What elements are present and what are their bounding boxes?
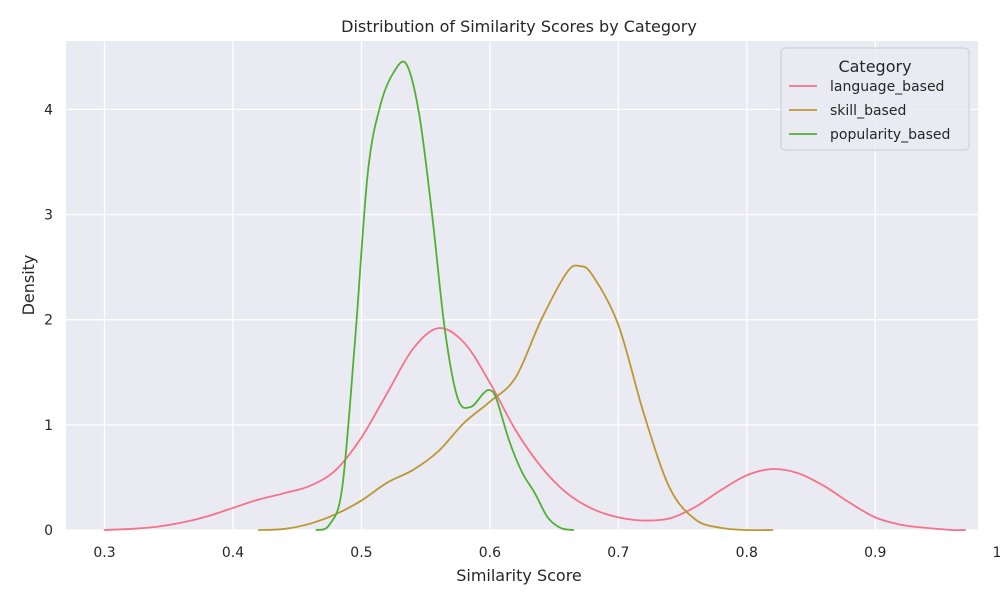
legend: Category language_based skill_basedpopula… [780,47,970,151]
legend-title: Category [838,57,911,76]
y-tick-label: 1 [44,418,53,434]
x-tick-label: 0.7 [607,545,629,561]
legend-label-language-based: language_based [830,79,944,95]
x-tick-label: 0.5 [350,545,372,561]
x-tick-label: 0.4 [222,545,244,561]
series-line-skill-based [257,264,774,532]
legend-items: language_based skill_based popularity_base… [789,79,950,143]
y-axis-title: Density [19,255,38,316]
series-line-popularity-based [315,60,575,531]
y-tick-label: 0 [44,523,53,539]
x-axis-title: Similarity Score [456,566,582,585]
legend-label-popularity-based: popularity_based [830,127,950,143]
grid-lines [66,41,978,531]
series-lines [103,60,967,532]
series-line-language-based [103,327,967,532]
legend-label-skill-based: skill_based [830,103,906,119]
x-tick-label: 1.0 [993,545,1000,561]
x-tick-label: 0.9 [864,545,886,561]
y-tick-label: 2 [44,313,53,329]
chart-title: Distribution of Similarity Scores by Cat… [341,17,697,36]
x-tick-label: 0.8 [736,545,758,561]
x-tick-label: 0.3 [93,545,115,561]
tick-labels: 0.3 0.4 0.5 0.6 0.7 0.8 0.9 1.0 0 1 2 3 4 [44,102,1000,561]
x-tick-label: 0.6 [479,545,501,561]
y-tick-label: 3 [44,208,53,224]
legend-box [780,47,970,151]
y-tick-label: 4 [44,102,53,118]
